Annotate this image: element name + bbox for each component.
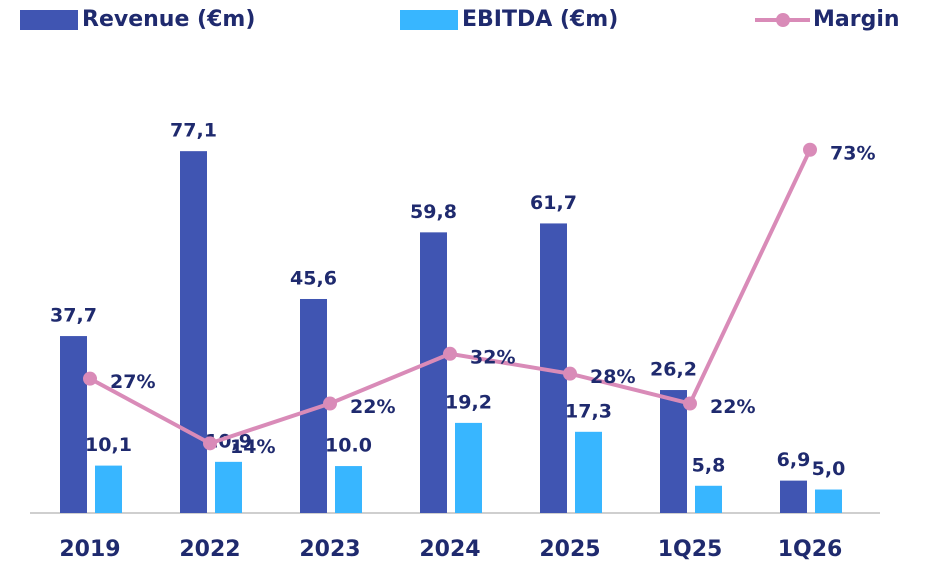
legend-label: Revenue (€m) [82, 7, 255, 32]
data-label: 73% [830, 142, 875, 164]
data-label: 45,6 [290, 267, 337, 289]
bar [95, 465, 122, 513]
bar [455, 422, 482, 513]
data-label: 22% [710, 396, 755, 418]
data-label: 14% [230, 436, 275, 458]
legend-marker [776, 13, 790, 27]
x-tick-label: 1Q26 [778, 537, 843, 562]
bar [815, 489, 842, 513]
data-label: 6,9 [777, 449, 811, 471]
margin-marker [323, 396, 337, 411]
x-tick-label: 2019 [59, 537, 120, 562]
bar [335, 466, 362, 513]
data-label: 61,7 [530, 192, 577, 214]
data-label: 17,3 [565, 400, 612, 422]
x-tick-label: 2025 [539, 537, 600, 562]
bar [60, 336, 87, 513]
data-label: 27% [110, 371, 155, 393]
data-label: 5,0 [812, 458, 846, 480]
margin-marker [683, 396, 697, 411]
data-label: 28% [590, 366, 635, 388]
margin-marker [83, 371, 97, 386]
margin-marker [563, 366, 577, 381]
data-label: 19,2 [445, 391, 492, 413]
x-tick-label: 2023 [299, 537, 360, 562]
bar [575, 431, 602, 513]
x-tick-label: 2022 [179, 537, 240, 562]
data-label: 22% [350, 396, 395, 418]
data-label: 5,8 [692, 454, 726, 476]
data-label: 10,9 [205, 430, 252, 452]
x-tick-label: 2024 [419, 537, 480, 562]
data-label: 10,1 [85, 434, 132, 456]
bar [180, 151, 207, 513]
data-label: 32% [470, 346, 515, 368]
data-label: 37,7 [50, 305, 97, 327]
bar [695, 485, 722, 513]
legend-label: Margin [813, 7, 900, 32]
margin-marker [803, 142, 817, 157]
bar [215, 461, 242, 513]
x-tick-label: 1Q25 [658, 537, 723, 562]
bar [660, 390, 687, 513]
data-label: 77,1 [170, 120, 217, 142]
legend-label: EBITDA (€m) [462, 7, 618, 32]
bar [780, 480, 807, 513]
margin-marker [203, 436, 217, 451]
bar [420, 232, 447, 514]
legend-swatch [400, 10, 458, 30]
data-label: 59,8 [410, 201, 457, 223]
data-label: 26,2 [650, 359, 697, 381]
legend-swatch [20, 10, 78, 30]
data-label: 10.0 [325, 435, 372, 457]
margin-marker [443, 346, 457, 361]
